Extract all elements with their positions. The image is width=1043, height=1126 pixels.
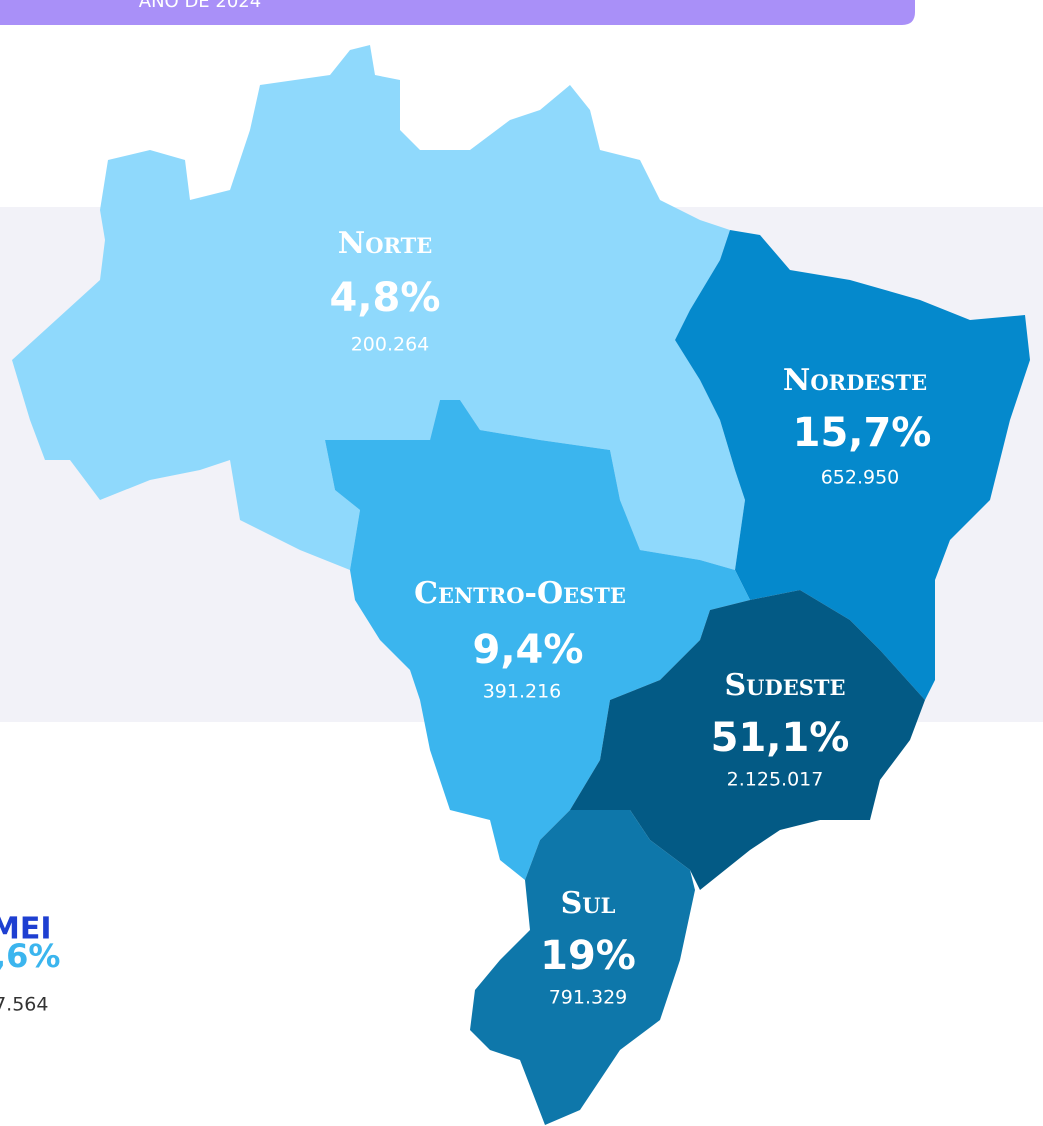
region-name: Sul bbox=[561, 886, 616, 921]
region-norte bbox=[12, 45, 745, 570]
region-nordeste bbox=[675, 230, 1030, 700]
region-count: 652.950 bbox=[821, 467, 900, 489]
region-sudeste bbox=[570, 590, 925, 890]
region-percent: 9,4% bbox=[473, 627, 584, 673]
total-name: MEI bbox=[0, 912, 52, 947]
region-sul bbox=[470, 810, 695, 1125]
header-banner bbox=[0, 0, 915, 25]
region-percent: 51,1% bbox=[711, 715, 850, 761]
total-count: 47.564 bbox=[0, 994, 48, 1016]
region-percent: 15,7% bbox=[793, 410, 932, 456]
region-percent: 19% bbox=[540, 933, 636, 979]
region-count: 200.264 bbox=[351, 334, 430, 356]
region-count: 2.125.017 bbox=[727, 769, 824, 791]
region-name: Nordeste bbox=[783, 363, 927, 398]
header-subtitle: ANO DE 2024 bbox=[139, 0, 261, 12]
total-percent: ,6% bbox=[0, 937, 60, 975]
region-name: Sudeste bbox=[725, 668, 846, 703]
region-percent: 4,8% bbox=[330, 275, 441, 321]
region-name: Centro-Oeste bbox=[414, 576, 626, 611]
region-name: Norte bbox=[338, 226, 432, 261]
region-count: 791.329 bbox=[549, 987, 628, 1009]
region-count: 391.216 bbox=[483, 681, 562, 703]
region-centro-oeste bbox=[325, 400, 750, 880]
